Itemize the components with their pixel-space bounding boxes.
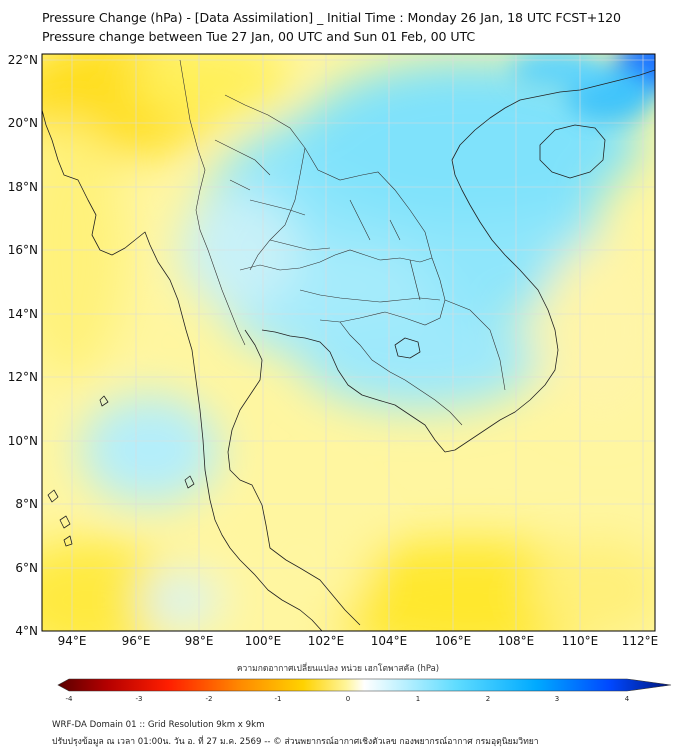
- lat-label: 10°N: [8, 434, 38, 448]
- colorbar-gradient: [57, 678, 672, 692]
- colorbar-tick: -1: [275, 695, 282, 703]
- footer-credit: ปรับปรุงข้อมูล ณ เวลา 01:00น. วัน อ. ที่…: [52, 737, 539, 747]
- lon-label: 106°E: [435, 634, 472, 648]
- lat-label: 20°N: [8, 116, 38, 130]
- lat-label: 8°N: [15, 497, 38, 511]
- map-frame: [41, 53, 656, 632]
- lat-label: 16°N: [8, 243, 38, 257]
- lon-label: 98°E: [185, 634, 214, 648]
- lat-label: 18°N: [8, 180, 38, 194]
- lat-label: 14°N: [8, 307, 38, 321]
- colorbar-tick: 3: [555, 695, 559, 703]
- graticule: [42, 54, 655, 631]
- colorbar: -4 -3 -2 -1 0 1 2 3 4: [57, 678, 672, 703]
- lon-label: 102°E: [308, 634, 345, 648]
- lon-label: 108°E: [498, 634, 535, 648]
- map-title: Pressure Change (hPa) - [Data Assimilati…: [42, 10, 621, 25]
- map-subtitle: Pressure change between Tue 27 Jan, 00 U…: [42, 29, 476, 44]
- lat-label: 22°N: [8, 53, 38, 67]
- lon-label: 96°E: [122, 634, 151, 648]
- colorbar-label: ความกดอากาศเปลี่ยนแปลง หน่วย เฮกโตพาสคัล…: [236, 664, 440, 674]
- colorbar-tick: -4: [66, 695, 74, 703]
- lon-label: 100°E: [245, 634, 282, 648]
- colorbar-tick: -3: [136, 695, 143, 703]
- lat-label: 6°N: [15, 561, 38, 575]
- coastlines: [42, 69, 655, 631]
- lat-label: 12°N: [8, 370, 38, 384]
- lon-label: 104°E: [371, 634, 408, 648]
- colorbar-tick: 2: [486, 695, 490, 703]
- country-borders: [179, 59, 506, 426]
- colorbar-tick: 0: [346, 695, 350, 703]
- lat-label: 4°N: [15, 624, 38, 638]
- footer-domain-info: WRF-DA Domain 01 :: Grid Resolution 9km …: [52, 720, 265, 730]
- colorbar-tick: -2: [206, 695, 213, 703]
- lon-label: 110°E: [562, 634, 599, 648]
- lon-label: 112°E: [622, 634, 659, 648]
- pressure-field: [42, 54, 655, 631]
- pressure-change-map: 22°N 20°N 18°N 16°N 14°N 12°N 10°N 8°N 6…: [8, 53, 659, 648]
- lon-label: 94°E: [58, 634, 87, 648]
- colorbar-tick: 4: [625, 695, 630, 703]
- colorbar-tick: 1: [416, 695, 420, 703]
